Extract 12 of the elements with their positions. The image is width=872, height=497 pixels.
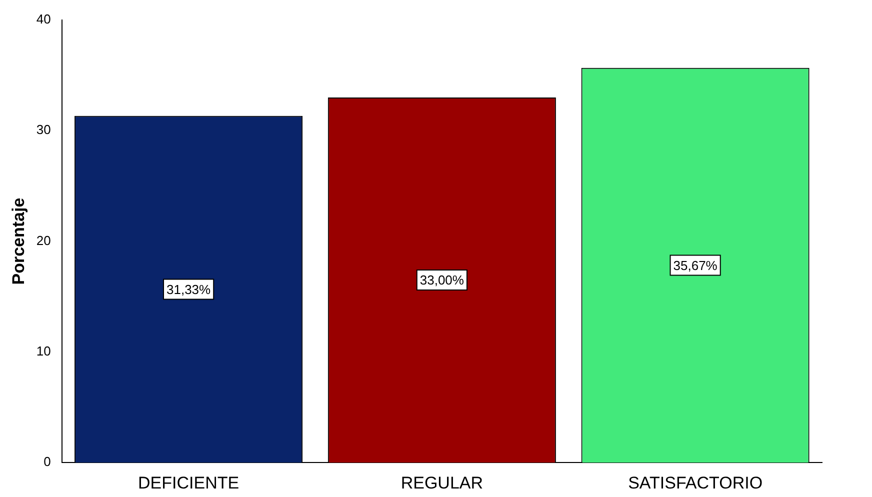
x-tick-label: REGULAR — [400, 473, 484, 492]
data-label: 33,00% — [420, 272, 464, 288]
y-tick-label: 20 — [36, 232, 51, 248]
y-tick-label: 30 — [36, 122, 51, 138]
y-tick-label: 40 — [36, 12, 51, 27]
x-tick-label: DEFICIENTE — [138, 473, 240, 492]
x-tick-label: SATISFACTORIO — [628, 473, 763, 492]
data-label: 31,33% — [166, 282, 212, 297]
data-label: 35,67% — [673, 258, 718, 273]
y-tick-label: 10 — [36, 344, 51, 359]
y-axis-title: Porcentaje — [8, 198, 28, 285]
y-tick-label: 0 — [44, 454, 51, 470]
